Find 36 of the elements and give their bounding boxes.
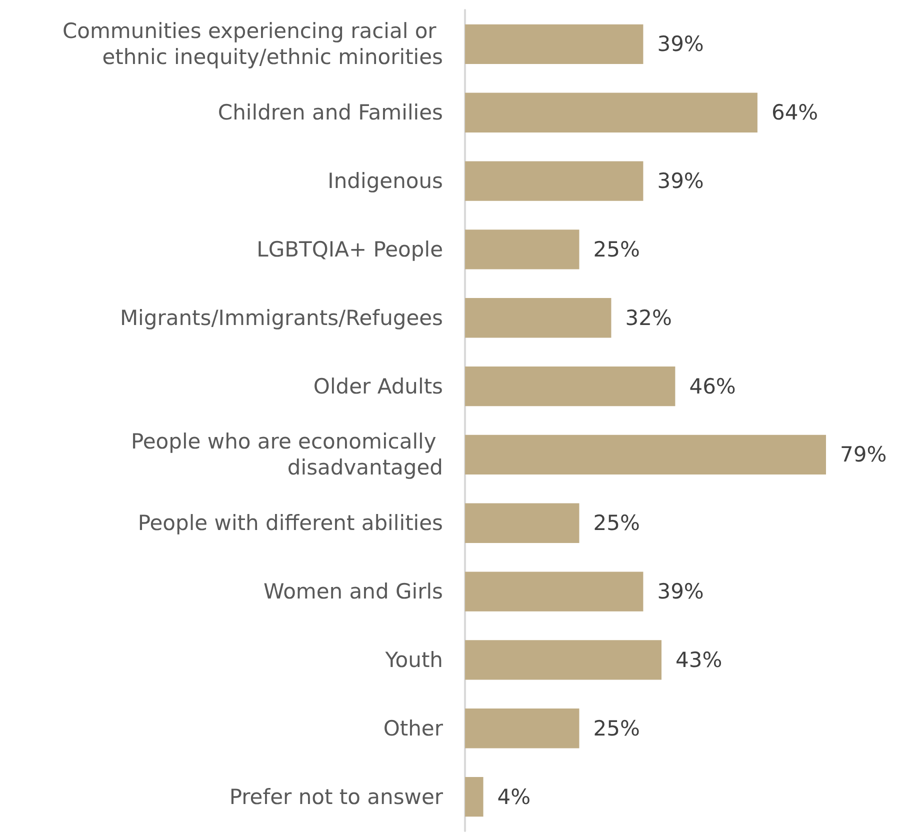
y-tick-label: People with different abilities	[138, 511, 443, 536]
data-label: 25%	[593, 237, 640, 262]
y-tick-label: Women and Girls	[264, 580, 443, 604]
bar	[465, 230, 580, 270]
y-tick-label: Youth	[384, 648, 443, 672]
y-tick-label: Other	[383, 716, 444, 740]
data-label: 46%	[689, 374, 736, 398]
data-label: 25%	[593, 716, 640, 740]
bar	[465, 708, 580, 748]
bar	[465, 434, 826, 475]
bar	[465, 161, 644, 201]
bar	[465, 572, 644, 612]
data-label: 4%	[497, 784, 531, 809]
data-label: 39%	[657, 580, 704, 604]
data-label: 79%	[840, 442, 887, 467]
bar	[465, 776, 484, 817]
y-tick-label: Children and Families	[218, 100, 443, 125]
y-tick-label: Older Adults	[313, 374, 443, 398]
bar	[465, 503, 580, 543]
data-label: 25%	[593, 511, 640, 536]
bar	[465, 24, 644, 64]
bar	[465, 92, 758, 132]
y-tick-label: People who are economically disadvantaged	[130, 430, 443, 480]
bar	[465, 640, 662, 680]
y-tick-label: LGBTQIA+ People	[256, 237, 443, 262]
y-tick-label: Indigenous	[328, 169, 443, 194]
bar	[465, 366, 676, 406]
data-label: 64%	[771, 100, 818, 125]
data-label: 39%	[657, 169, 704, 194]
y-tick-label: Communities experiencing racial or ethnic inequity/ethnic minorities	[62, 19, 443, 70]
data-label: 39%	[657, 32, 704, 56]
y-tick-label: Migrants/Immigrants/Refugees	[120, 306, 443, 330]
data-label: 32%	[625, 306, 672, 330]
y-tick-label: Prefer not to answer	[229, 784, 444, 809]
bar	[465, 298, 612, 338]
data-label: 43%	[675, 648, 722, 672]
